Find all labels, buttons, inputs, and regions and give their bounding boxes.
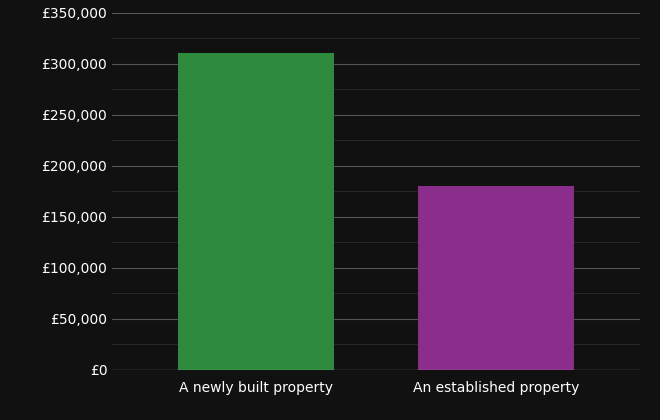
Bar [418,186,574,370]
Bar [178,53,334,370]
